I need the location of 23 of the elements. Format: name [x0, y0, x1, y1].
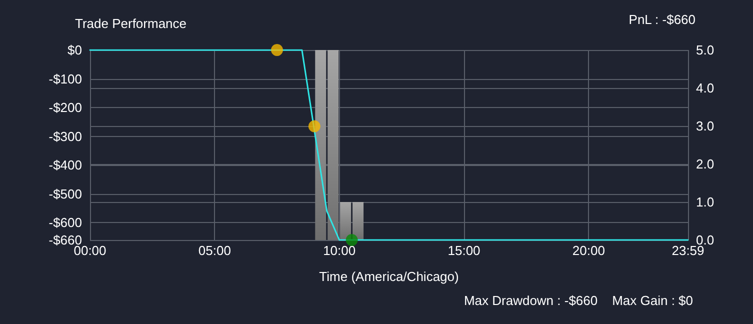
y2-tick-label: 2.0 — [696, 156, 714, 172]
text: PnL : -$660 — [628, 12, 696, 27]
y-tick-label: -$500 — [48, 186, 82, 202]
point — [271, 44, 284, 56]
y2-tick-label: 4.0 — [696, 80, 714, 96]
y-tick-label: -$100 — [48, 71, 82, 86]
text: Max Drawdown : -$660 Max Gain : $0 — [464, 293, 694, 308]
y-tick-label: -$400 — [48, 158, 82, 173]
y-tick-label: -$300 — [48, 128, 82, 144]
y2-tick-label: 3.0 — [696, 118, 714, 134]
point — [346, 234, 358, 246]
point — [308, 120, 320, 132]
x-tick-label: 10:00 — [323, 243, 356, 258]
chart-title: Trade Performance — [75, 16, 187, 31]
x-axis-title: Time (America/Chicago) — [319, 269, 459, 284]
y-tick-label: -$600 — [48, 215, 82, 230]
y2-tick-label: 1.0 — [696, 194, 714, 210]
y2-tick-label: 5.0 — [696, 42, 714, 58]
y-tick-label: -$200 — [48, 100, 82, 116]
x-tick-label: 15:00 — [448, 243, 480, 258]
x-tick-label: 20:00 — [572, 243, 605, 258]
x-tick-label: 05:00 — [198, 243, 231, 258]
y-tick-label: $0 — [68, 42, 82, 58]
